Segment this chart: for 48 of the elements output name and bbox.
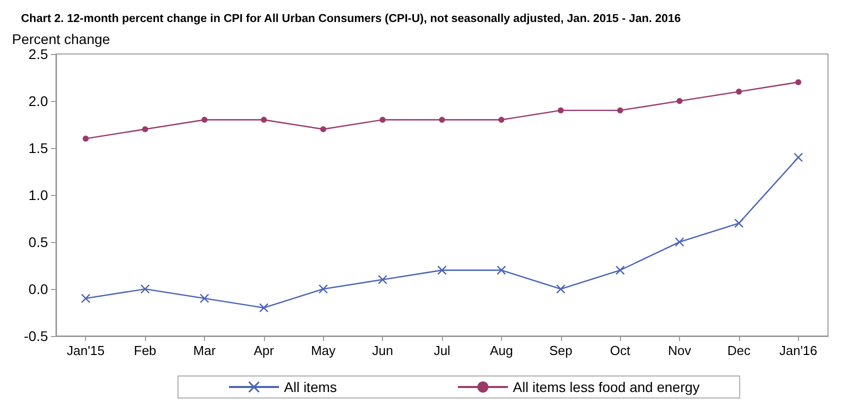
point — [142, 126, 148, 132]
x-tick-label: Aug — [490, 343, 513, 358]
point — [318, 284, 328, 294]
point — [496, 266, 506, 275]
point — [558, 107, 564, 114]
x-tick-label: Dec — [727, 343, 751, 358]
y-tick-label: 0.5 — [28, 234, 48, 250]
point — [439, 116, 445, 123]
y-tick-label: 2.5 — [28, 46, 48, 62]
point — [617, 107, 624, 114]
y-tick-label: 1.5 — [28, 140, 48, 156]
x-tick-label: Mar — [193, 343, 216, 358]
x-tick-label: Apr — [254, 343, 275, 358]
x-tick-label: Jun — [372, 343, 394, 358]
point — [676, 98, 683, 104]
point — [81, 294, 90, 303]
x-tick-label: Nov — [668, 343, 692, 358]
point — [795, 79, 802, 86]
point — [794, 152, 803, 162]
y-tick-label: -0.5 — [24, 328, 48, 344]
point — [201, 116, 208, 123]
y-axis-title: Percent change — [12, 31, 110, 47]
x-tick-label: Oct — [610, 343, 631, 358]
y-tick-label: 2.0 — [28, 93, 48, 109]
chart-title: Chart 2. 12-month percent change in CPI for All Urban Consumers (CPI-U), not seasonally adjusted, Jan. 2015 - Jan. 2016 — [21, 13, 681, 25]
point — [82, 136, 89, 142]
x-tick-label: May — [310, 343, 336, 358]
legend-label: All items — [284, 379, 337, 395]
point — [380, 116, 386, 123]
point — [200, 294, 209, 303]
point — [378, 275, 388, 284]
point — [320, 126, 326, 132]
point — [736, 88, 742, 95]
point — [734, 218, 744, 228]
point — [556, 284, 566, 294]
x-tick-label: Feb — [134, 343, 156, 358]
point — [438, 266, 446, 275]
point — [498, 116, 504, 123]
y-tick-label: 1.0 — [28, 187, 48, 203]
point — [259, 303, 268, 312]
point — [260, 116, 267, 123]
y-tick-label: 0.0 — [28, 281, 48, 297]
x-tick-label: Jan'16 — [779, 343, 818, 358]
point — [616, 266, 625, 275]
x-tick-label: Jan'15 — [66, 343, 105, 358]
legend-label: All items less food and energy — [512, 379, 700, 395]
x-tick-label: Jul — [434, 343, 450, 358]
x-tick-label: Sep — [549, 343, 572, 358]
